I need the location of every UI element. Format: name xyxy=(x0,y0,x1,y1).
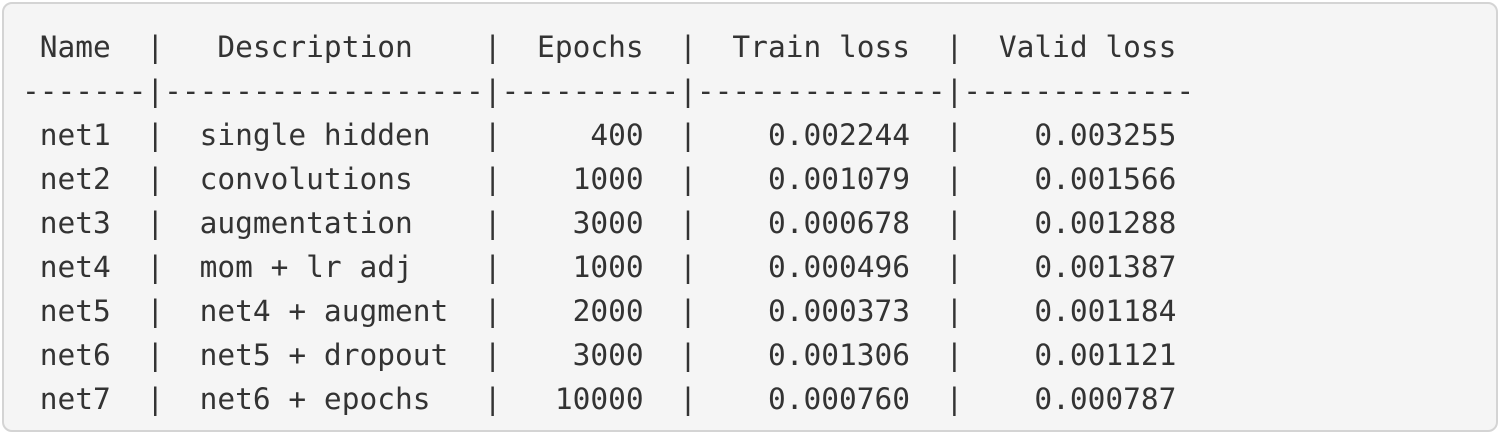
table-header-line: Name | Description | Epochs | Train loss… xyxy=(22,30,1177,64)
table-separator-line: -------|------------------|----------|--… xyxy=(22,74,1195,108)
table-row-net7: net7 | net6 + epochs | 10000 | 0.000760 … xyxy=(22,382,1177,416)
code-block: Name | Description | Epochs | Train loss… xyxy=(2,2,1498,432)
table-row-net5: net5 | net4 + augment | 2000 | 0.000373 … xyxy=(22,294,1177,328)
table-row-net1: net1 | single hidden | 400 | 0.002244 | … xyxy=(22,118,1177,152)
table-row-net4: net4 | mom + lr adj | 1000 | 0.000496 | … xyxy=(22,250,1177,284)
results-table-text: Name | Description | Epochs | Train loss… xyxy=(22,25,1194,421)
table-row-net2: net2 | convolutions | 1000 | 0.001079 | … xyxy=(22,162,1177,196)
table-row-net3: net3 | augmentation | 3000 | 0.000678 | … xyxy=(22,206,1177,240)
table-row-net6: net6 | net5 + dropout | 3000 | 0.001306 … xyxy=(22,338,1177,372)
